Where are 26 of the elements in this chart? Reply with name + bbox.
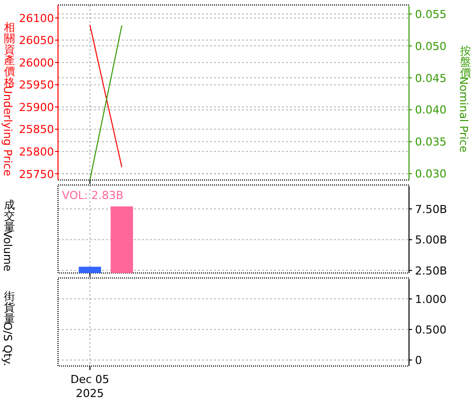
y-axis-title: 成交量Volume xyxy=(1,198,15,272)
y-tick-label: 25850 xyxy=(19,123,54,136)
y2-tick-label: 0.040 xyxy=(415,104,446,117)
y-axis-title: 街貨量O/S Qty. xyxy=(1,290,15,366)
y2-tick-label: 0.055 xyxy=(415,8,446,21)
y-tick-label: 25900 xyxy=(19,100,54,114)
y-tick-label: 25800 xyxy=(19,146,54,158)
y2-tick-label: 0.035 xyxy=(415,136,446,149)
y2-tick-label: 0.045 xyxy=(415,72,446,85)
y2-tick-label: 0 xyxy=(415,354,422,368)
y-tick-label: 25750 xyxy=(19,168,54,181)
y2-tick-label: 2.50B xyxy=(415,264,448,278)
y2-tick-label: 5.00B xyxy=(415,234,448,247)
y-tick-label: 25950 xyxy=(19,78,54,92)
y2-tick-label: 1.000 xyxy=(415,292,446,306)
x-tick-label: Dec 05 2025 xyxy=(70,373,110,400)
annotation: VOL: 2.83B xyxy=(62,189,124,202)
y-tick-label: 26000 xyxy=(19,56,54,70)
y2-tick-label: 0.030 xyxy=(415,168,446,181)
y2-tick-label: 0.500 xyxy=(415,323,446,336)
y-tick-label: 26100 xyxy=(19,12,54,25)
y-axis-title: 相關資產價格Underlying Price xyxy=(1,20,15,176)
y2-tick-label: 7.50B xyxy=(415,202,448,216)
y2-tick-label: 0.050 xyxy=(415,40,446,53)
y-tick-label: 26050 xyxy=(19,34,54,48)
y2-axis-title: 按盤價Nominal Price xyxy=(457,44,471,153)
